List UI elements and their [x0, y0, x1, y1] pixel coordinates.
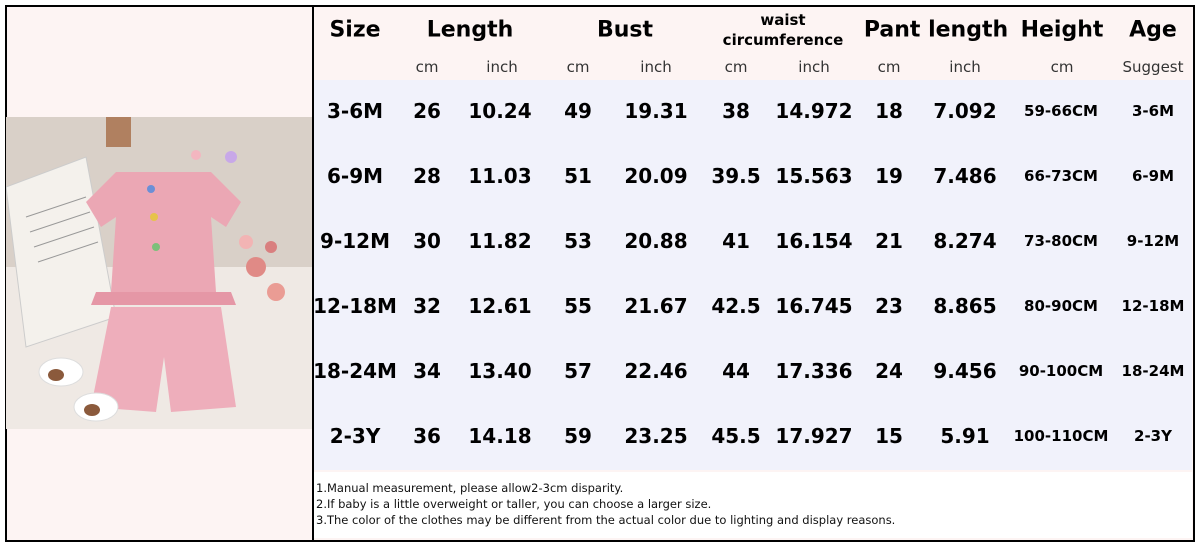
value-cell: 6-9M	[1131, 167, 1175, 185]
value-cell: 16.154	[775, 229, 853, 253]
value-cell: 11.03	[468, 164, 532, 188]
value-cell: 42.5	[711, 294, 761, 318]
size-cell: 18-24M	[313, 359, 397, 383]
size-cell: 9-12M	[320, 229, 390, 253]
value-cell: 20.09	[624, 164, 688, 188]
note: 3.The color of the clothes may be differ…	[316, 513, 896, 527]
value-cell: 55	[564, 294, 592, 318]
value-cell: 12-18M	[1121, 297, 1185, 315]
unit-label: inch	[949, 58, 981, 76]
value-cell: 22.46	[624, 359, 688, 383]
unit-label: cm	[566, 58, 590, 76]
unit-label: cm	[877, 58, 901, 76]
value-cell: 21	[875, 229, 903, 253]
rows-background	[314, 80, 1192, 470]
value-cell: 51	[564, 164, 592, 188]
value-cell: 15	[875, 424, 903, 448]
value-cell: 7.092	[933, 99, 997, 123]
size-cell: 6-9M	[326, 164, 384, 188]
value-cell: 73-80CM	[1024, 232, 1098, 250]
value-cell: 32	[413, 294, 441, 318]
value-cell: 100-110CM	[1013, 427, 1109, 445]
value-cell: 45.5	[711, 424, 761, 448]
value-cell: 2-3Y	[1134, 427, 1172, 445]
value-cell: 9.456	[933, 359, 997, 383]
size-cell: 3-6M	[326, 99, 384, 123]
value-cell: 80-90CM	[1024, 297, 1098, 315]
value-cell: 14.972	[775, 99, 853, 123]
product-photo	[6, 117, 312, 429]
value-cell: 30	[413, 229, 441, 253]
unit-label: inch	[486, 58, 518, 76]
value-cell: 66-73CM	[1024, 167, 1098, 185]
value-cell: 21.67	[624, 294, 688, 318]
value-cell: 59-66CM	[1024, 102, 1098, 120]
unit-label: cm	[415, 58, 439, 76]
value-cell: 10.24	[468, 99, 532, 123]
value-cell: 14.18	[468, 424, 532, 448]
value-cell: 8.865	[933, 294, 997, 318]
column-header: Size	[329, 17, 381, 43]
value-cell: 24	[875, 359, 903, 383]
unit-label: Suggest	[1122, 58, 1184, 76]
value-cell: 38	[722, 99, 750, 123]
column-header: Height	[1020, 17, 1104, 43]
value-cell: 18-24M	[1121, 362, 1185, 380]
value-cell: 49	[564, 99, 592, 123]
unit-label: cm	[724, 58, 748, 76]
value-cell: 34	[413, 359, 441, 383]
divider	[312, 5, 314, 542]
value-cell: 28	[413, 164, 441, 188]
unit-label: cm	[1050, 58, 1074, 76]
value-cell: 53	[564, 229, 592, 253]
value-cell: 17.927	[775, 424, 853, 448]
value-cell: 12.61	[468, 294, 532, 318]
note: 1.Manual measurement, please allow2-3cm …	[316, 481, 624, 495]
value-cell: 3-6M	[1131, 102, 1175, 120]
value-cell: 20.88	[624, 229, 688, 253]
value-cell: 5.91	[940, 424, 990, 448]
value-cell: 7.486	[933, 164, 997, 188]
value-cell: 15.563	[775, 164, 853, 188]
column-header: Pant length	[863, 17, 1009, 43]
value-cell: 90-100CM	[1018, 362, 1104, 380]
value-cell: 23.25	[624, 424, 688, 448]
value-cell: 41	[722, 229, 750, 253]
column-header: Bust	[596, 17, 654, 43]
value-cell: 23	[875, 294, 903, 318]
value-cell: 26	[413, 99, 441, 123]
value-cell: 39.5	[711, 164, 761, 188]
value-cell: 11.82	[468, 229, 532, 253]
column-header: Age	[1129, 17, 1177, 43]
value-cell: 8.274	[933, 229, 997, 253]
size-cell: 12-18M	[313, 294, 397, 318]
column-header: Length	[426, 17, 514, 43]
value-cell: 19	[875, 164, 903, 188]
value-cell: 44	[722, 359, 750, 383]
note: 2.If baby is a little overweight or tall…	[316, 497, 712, 511]
value-cell: 17.336	[775, 359, 853, 383]
value-cell: 18	[875, 99, 903, 123]
unit-label: inch	[798, 58, 830, 76]
value-cell: 57	[564, 359, 592, 383]
unit-label: inch	[640, 58, 672, 76]
notes-background	[314, 472, 1192, 538]
value-cell: 13.40	[468, 359, 532, 383]
size-cell: 2-3Y	[329, 424, 381, 448]
value-cell: 19.31	[624, 99, 688, 123]
value-cell: 36	[413, 424, 441, 448]
column-header: waist circumference	[722, 11, 844, 49]
value-cell: 16.745	[775, 294, 853, 318]
value-cell: 9-12M	[1126, 232, 1180, 250]
value-cell: 59	[564, 424, 592, 448]
